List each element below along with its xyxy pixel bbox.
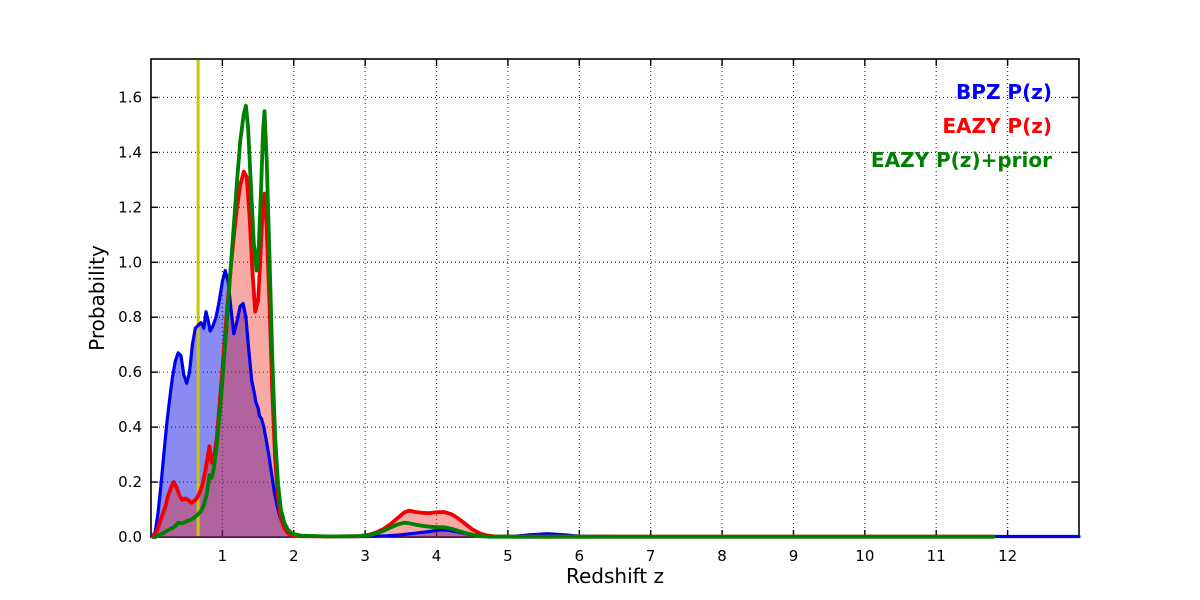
y-tick-label: 0.2 — [118, 473, 142, 491]
x-tick-label: 3 — [360, 547, 370, 565]
x-tick-label: 8 — [717, 547, 727, 565]
series-fill-bpz-p-z- — [152, 270, 1079, 537]
x-tick-label: 6 — [575, 547, 585, 565]
x-tick-label: 11 — [927, 547, 946, 565]
y-tick-label: 0.4 — [118, 418, 142, 436]
legend-entry-bpz: BPZ P(z) — [956, 80, 1052, 104]
y-tick-label: 0.8 — [118, 308, 142, 326]
y-tick-label: 0.0 — [118, 528, 142, 546]
x-tick-label: 10 — [855, 547, 874, 565]
y-tick-label: 1.2 — [118, 198, 142, 216]
series-line-eazy-p-z-prior — [153, 103, 996, 539]
y-axis-label: Probability — [85, 245, 109, 351]
y-tick-label: 1.4 — [118, 143, 142, 161]
x-tick-label: 12 — [998, 547, 1017, 565]
x-tick-label: 1 — [218, 547, 228, 565]
y-tick-label: 1.0 — [118, 253, 142, 271]
y-tick-label: 1.6 — [118, 88, 142, 106]
x-tick-label: 4 — [432, 547, 442, 565]
y-tick-label: 0.6 — [118, 363, 142, 381]
plot-frame — [150, 58, 1080, 538]
legend-entry-eazy: EAZY P(z) — [942, 114, 1052, 138]
x-tick-label: 9 — [789, 547, 799, 565]
x-tick-label: 2 — [289, 547, 299, 565]
series-line-eazy-p-z- — [151, 169, 996, 539]
x-tick-label: 5 — [503, 547, 513, 565]
legend-entry-eazy-prior: EAZY P(z)+prior — [870, 148, 1052, 172]
x-tick-label: 7 — [646, 547, 656, 565]
x-axis-label: Redshift z — [565, 564, 665, 588]
series-line-bpz-p-z- — [150, 268, 1081, 539]
